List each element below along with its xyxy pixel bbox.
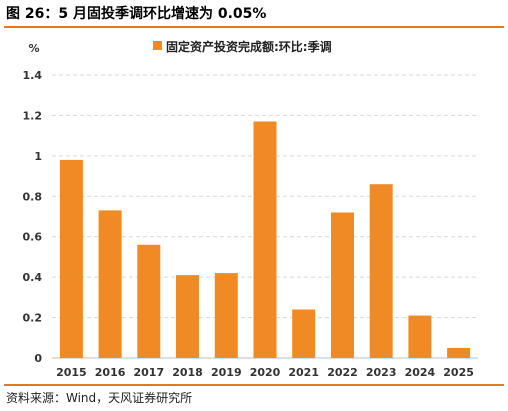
x-tick-label: 2022 [327,366,358,379]
footer-divider [4,384,504,386]
y-tick-label: 1.4 [23,69,43,82]
legend-swatch [153,41,162,50]
x-tick-label: 2020 [250,366,281,379]
bar-2015 [59,159,83,358]
x-tick-label: 2016 [95,366,126,379]
bar-2016 [98,210,122,358]
x-tick-label: 2018 [172,366,203,379]
x-tick-label: 2017 [133,366,164,379]
bar-2023 [369,184,393,358]
x-tick-label: 2023 [366,366,397,379]
y-tick-labels: 0 0.2 0.4 0.6 0.8 1 1.2 1.4 [23,69,43,365]
bar-2025 [447,347,471,358]
title-divider [4,26,504,28]
x-tick-labels: 2015 2016 2017 2018 2019 2020 2021 2022 2023 2024… [56,366,474,379]
y-tick-label: 1.2 [23,109,43,122]
y-tick-label: 0.8 [23,190,43,203]
y-tick-label: 1 [34,150,42,163]
y-tick-label: 0.2 [23,312,43,325]
bar-2022 [331,212,354,358]
y-tick-label: 0 [34,352,42,365]
bar-chart: % 固定资产投资完成额:环比:季调 2015 2016 2017 2018 2019 20… [23,39,478,379]
x-tick-label: 2025 [443,366,474,379]
x-tick-label: 2019 [211,366,242,379]
bars [59,121,471,358]
y-axis-unit: % [28,42,39,55]
legend-label: 固定资产投资完成额:环比:季调 [166,39,332,54]
bar-2017 [137,244,161,358]
x-tick-label: 2021 [288,366,319,379]
y-tick-label: 0.4 [23,271,43,284]
figure-title: 图 26：5 月固投季调环比增速为 0.05% [6,6,267,22]
axes: % [28,42,478,359]
x-tick-label: 2024 [405,366,436,379]
y-tick-label: 0.6 [23,231,43,244]
bar-2024 [408,315,432,358]
bar-2021 [292,309,316,358]
bar-2018 [176,275,199,358]
legend: 固定资产投资完成额:环比:季调 [153,39,332,54]
x-tick-label: 2015 [56,366,87,379]
bar-2019 [214,273,238,358]
bar-2020 [253,121,277,358]
source-note: 资料来源：Wind，天风证券研究所 [6,391,193,405]
